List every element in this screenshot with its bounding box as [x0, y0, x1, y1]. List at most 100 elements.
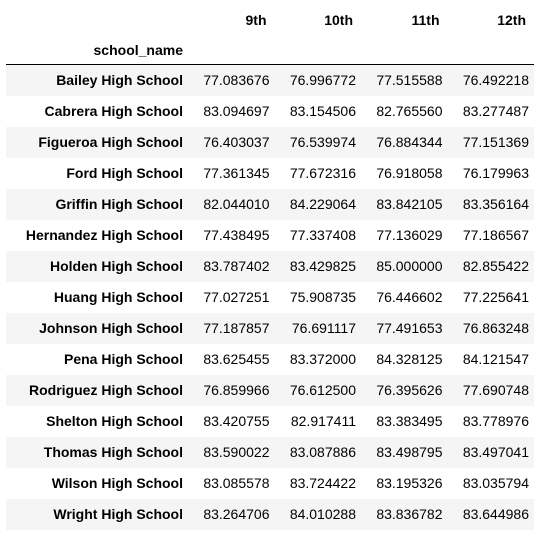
cell-value: 77.438495 [203, 227, 270, 243]
index-name-spacer [447, 35, 534, 65]
cell-value: 84.328125 [376, 351, 443, 367]
table-header: 9th 10th 11th 12th school_name [6, 4, 534, 65]
table-row: Johnson High School 77.187857 76.691117 77.… [6, 312, 534, 344]
cell-value: 85.000000 [376, 258, 443, 274]
cell-value: 83.420755 [203, 413, 270, 429]
table-row: Rodriguez High School 76.859966 76.612500 7… [6, 374, 534, 406]
cell-value: 83.094697 [203, 103, 270, 119]
row-label-school-name: Holden High School [50, 258, 183, 274]
dataframe-table: 9th 10th 11th 12th school_name Bailey Hi… [6, 4, 534, 530]
cell-value: 76.884344 [376, 134, 443, 150]
cell-value: 83.085578 [203, 475, 270, 491]
cell-value: 76.446602 [376, 289, 443, 305]
cell-value: 83.195326 [376, 475, 443, 491]
table-row: Cabrera High School 83.094697 83.154506 82.… [6, 95, 534, 127]
cell-value: 76.492218 [462, 72, 529, 89]
cell-value: 76.863248 [462, 320, 529, 336]
column-header-row: 9th 10th 11th 12th [6, 4, 534, 35]
table-row: Thomas High School 83.590022 83.087886 83.4… [6, 436, 534, 468]
table-row: Huang High School 77.027251 75.908735 76.44… [6, 281, 534, 313]
cell-value: 83.264706 [203, 506, 270, 522]
cell-value: 77.225641 [462, 289, 529, 305]
cell-value: 83.383495 [376, 413, 443, 429]
cell-value: 83.724422 [289, 475, 356, 491]
cell-value: 83.429825 [289, 258, 356, 274]
row-label-school-name: Thomas High School [43, 444, 183, 460]
cell-value: 76.691117 [291, 320, 356, 336]
cell-value: 77.337408 [289, 227, 356, 243]
column-header-9th: 9th [245, 11, 267, 28]
cell-value: 76.918058 [376, 165, 443, 181]
row-label-school-name: Shelton High School [46, 413, 183, 429]
cell-value: 77.672316 [289, 165, 356, 181]
index-name-row: school_name [6, 35, 534, 65]
cell-value: 84.121547 [462, 351, 529, 367]
table-row: Ford High School 77.361345 77.672316 76.918… [6, 157, 534, 189]
cell-value: 84.229064 [289, 196, 356, 212]
table-row: Hernandez High School 77.438495 77.337408 7… [6, 219, 534, 251]
cell-value: 77.136029 [376, 227, 443, 243]
cell-value: 77.187857 [203, 320, 270, 336]
cell-value: 76.859966 [203, 382, 270, 398]
cell-value: 77.083676 [203, 72, 270, 89]
cell-value: 83.625455 [203, 351, 270, 367]
cell-value: 83.842105 [376, 196, 443, 212]
column-header-10th: 10th [324, 11, 353, 28]
column-header-12th: 12th [497, 11, 526, 28]
cell-value: 76.395626 [376, 382, 443, 398]
row-label-school-name: Cabrera High School [44, 103, 183, 119]
cell-value: 83.778976 [462, 413, 529, 429]
cell-value: 76.403037 [203, 134, 270, 150]
cell-value: 83.035794 [462, 475, 529, 491]
cell-value: 76.996772 [289, 72, 356, 89]
index-name-spacer [188, 35, 275, 65]
row-label-school-name: Ford High School [66, 165, 183, 181]
cell-value: 77.491653 [376, 320, 443, 336]
table-row: Wright High School 83.264706 84.010288 83.8… [6, 498, 534, 530]
row-label-school-name: Bailey High School [56, 72, 183, 89]
cell-value: 82.044010 [203, 196, 270, 212]
cell-value: 83.590022 [203, 444, 270, 460]
row-label-school-name: Wright High School [53, 506, 183, 522]
cell-value: 76.612500 [289, 382, 356, 398]
cell-value: 83.154506 [289, 103, 356, 119]
table-row: Holden High School 83.787402 83.429825 85.0… [6, 250, 534, 282]
row-label-school-name: Johnson High School [39, 320, 183, 336]
row-label-school-name: Hernandez High School [25, 227, 183, 243]
cell-value: 77.186567 [462, 227, 529, 243]
cell-value: 83.836782 [376, 506, 443, 522]
table-row: Pena High School 83.625455 83.372000 84.328… [6, 343, 534, 375]
cell-value: 76.179963 [462, 165, 529, 181]
cell-value: 82.765560 [376, 103, 443, 119]
cell-value: 83.277487 [462, 103, 529, 119]
table-body: Bailey High School 77.083676 76.996772 77.5… [6, 64, 534, 530]
cell-value: 83.087886 [289, 444, 356, 460]
index-name-spacer [361, 35, 448, 65]
row-label-school-name: Pena High School [63, 351, 183, 367]
cell-value: 82.855422 [462, 258, 529, 274]
dataframe-output: 9th 10th 11th 12th school_name Bailey Hi… [0, 4, 547, 544]
cell-value: 77.690748 [462, 382, 529, 398]
cell-value: 83.644986 [462, 506, 529, 522]
cell-value: 75.908735 [289, 289, 356, 305]
row-label-school-name: Figueroa High School [38, 134, 183, 150]
row-label-school-name: Huang High School [53, 289, 183, 305]
table-row: Figueroa High School 76.403037 76.539974 76… [6, 126, 534, 158]
cell-value: 83.372000 [289, 351, 356, 367]
blank-corner-cell [6, 4, 188, 35]
cell-value: 83.497041 [462, 444, 529, 460]
table-row: Griffin High School 82.044010 84.229064 83.… [6, 188, 534, 220]
cell-value: 77.027251 [203, 289, 270, 305]
cell-value: 77.151369 [462, 134, 529, 150]
cell-value: 77.361345 [203, 165, 270, 181]
column-header-11th: 11th [411, 11, 440, 28]
cell-value: 83.787402 [203, 258, 270, 274]
cell-value: 76.539974 [289, 134, 356, 150]
table-row: Bailey High School 77.083676 76.996772 77.5… [6, 64, 534, 96]
row-label-school-name: Rodriguez High School [29, 382, 183, 398]
cell-value: 83.498795 [376, 444, 443, 460]
row-label-school-name: Griffin High School [55, 196, 183, 212]
cell-value: 83.356164 [462, 196, 529, 212]
cell-value: 82.917411 [290, 413, 356, 429]
index-name-spacer [274, 35, 361, 65]
